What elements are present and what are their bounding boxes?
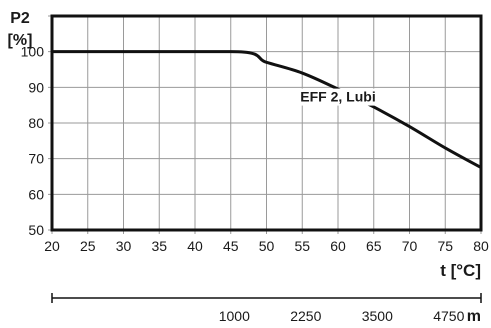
series-annotation-label: EFF 2, Lubi xyxy=(300,89,375,105)
secondary-tick-label: 2250 xyxy=(290,308,321,324)
x-axis-label: t [°C] xyxy=(440,261,481,280)
y-axis-label-line1: P2 xyxy=(10,10,30,27)
secondary-tick-label: 4750 xyxy=(433,308,464,324)
annotation-background xyxy=(288,88,388,106)
x-tick-labels: 20 25 30 35 40 45 50 55 60 65 70 75 80 xyxy=(44,238,489,254)
secondary-axis-ticks: 1000 2250 3500 4750 xyxy=(51,293,482,324)
y-tick-label: 60 xyxy=(28,186,44,202)
x-tick-label: 55 xyxy=(294,238,310,254)
x-tick-label: 65 xyxy=(366,238,382,254)
x-tick-label: 35 xyxy=(151,238,167,254)
secondary-tick-label: 1000 xyxy=(219,308,250,324)
y-tick-label: 50 xyxy=(28,222,44,238)
y-axis-label-line2: [%] xyxy=(8,32,33,49)
x-tick-label: 25 xyxy=(80,238,96,254)
y-tick-label: 90 xyxy=(28,79,44,95)
x-tick-label: 30 xyxy=(116,238,132,254)
secondary-axis-unit: m xyxy=(467,308,481,325)
x-tick-label: 40 xyxy=(187,238,203,254)
y-tick-labels: 50 60 70 80 90 100 xyxy=(21,44,45,238)
x-tick-label: 50 xyxy=(259,238,275,254)
y-tick-label: 70 xyxy=(28,151,44,167)
x-tick-label: 20 xyxy=(44,238,60,254)
x-tick-label: 45 xyxy=(223,238,239,254)
x-tick-label: 75 xyxy=(437,238,453,254)
x-tick-label: 80 xyxy=(473,238,489,254)
grid xyxy=(48,15,482,234)
secondary-tick-label: 3500 xyxy=(362,308,393,324)
y-tick-label: 100 xyxy=(21,44,45,60)
x-tick-label: 70 xyxy=(402,238,418,254)
plot-frame xyxy=(50,14,483,232)
x-tick-label: 60 xyxy=(330,238,346,254)
y-tick-label: 80 xyxy=(28,115,44,131)
